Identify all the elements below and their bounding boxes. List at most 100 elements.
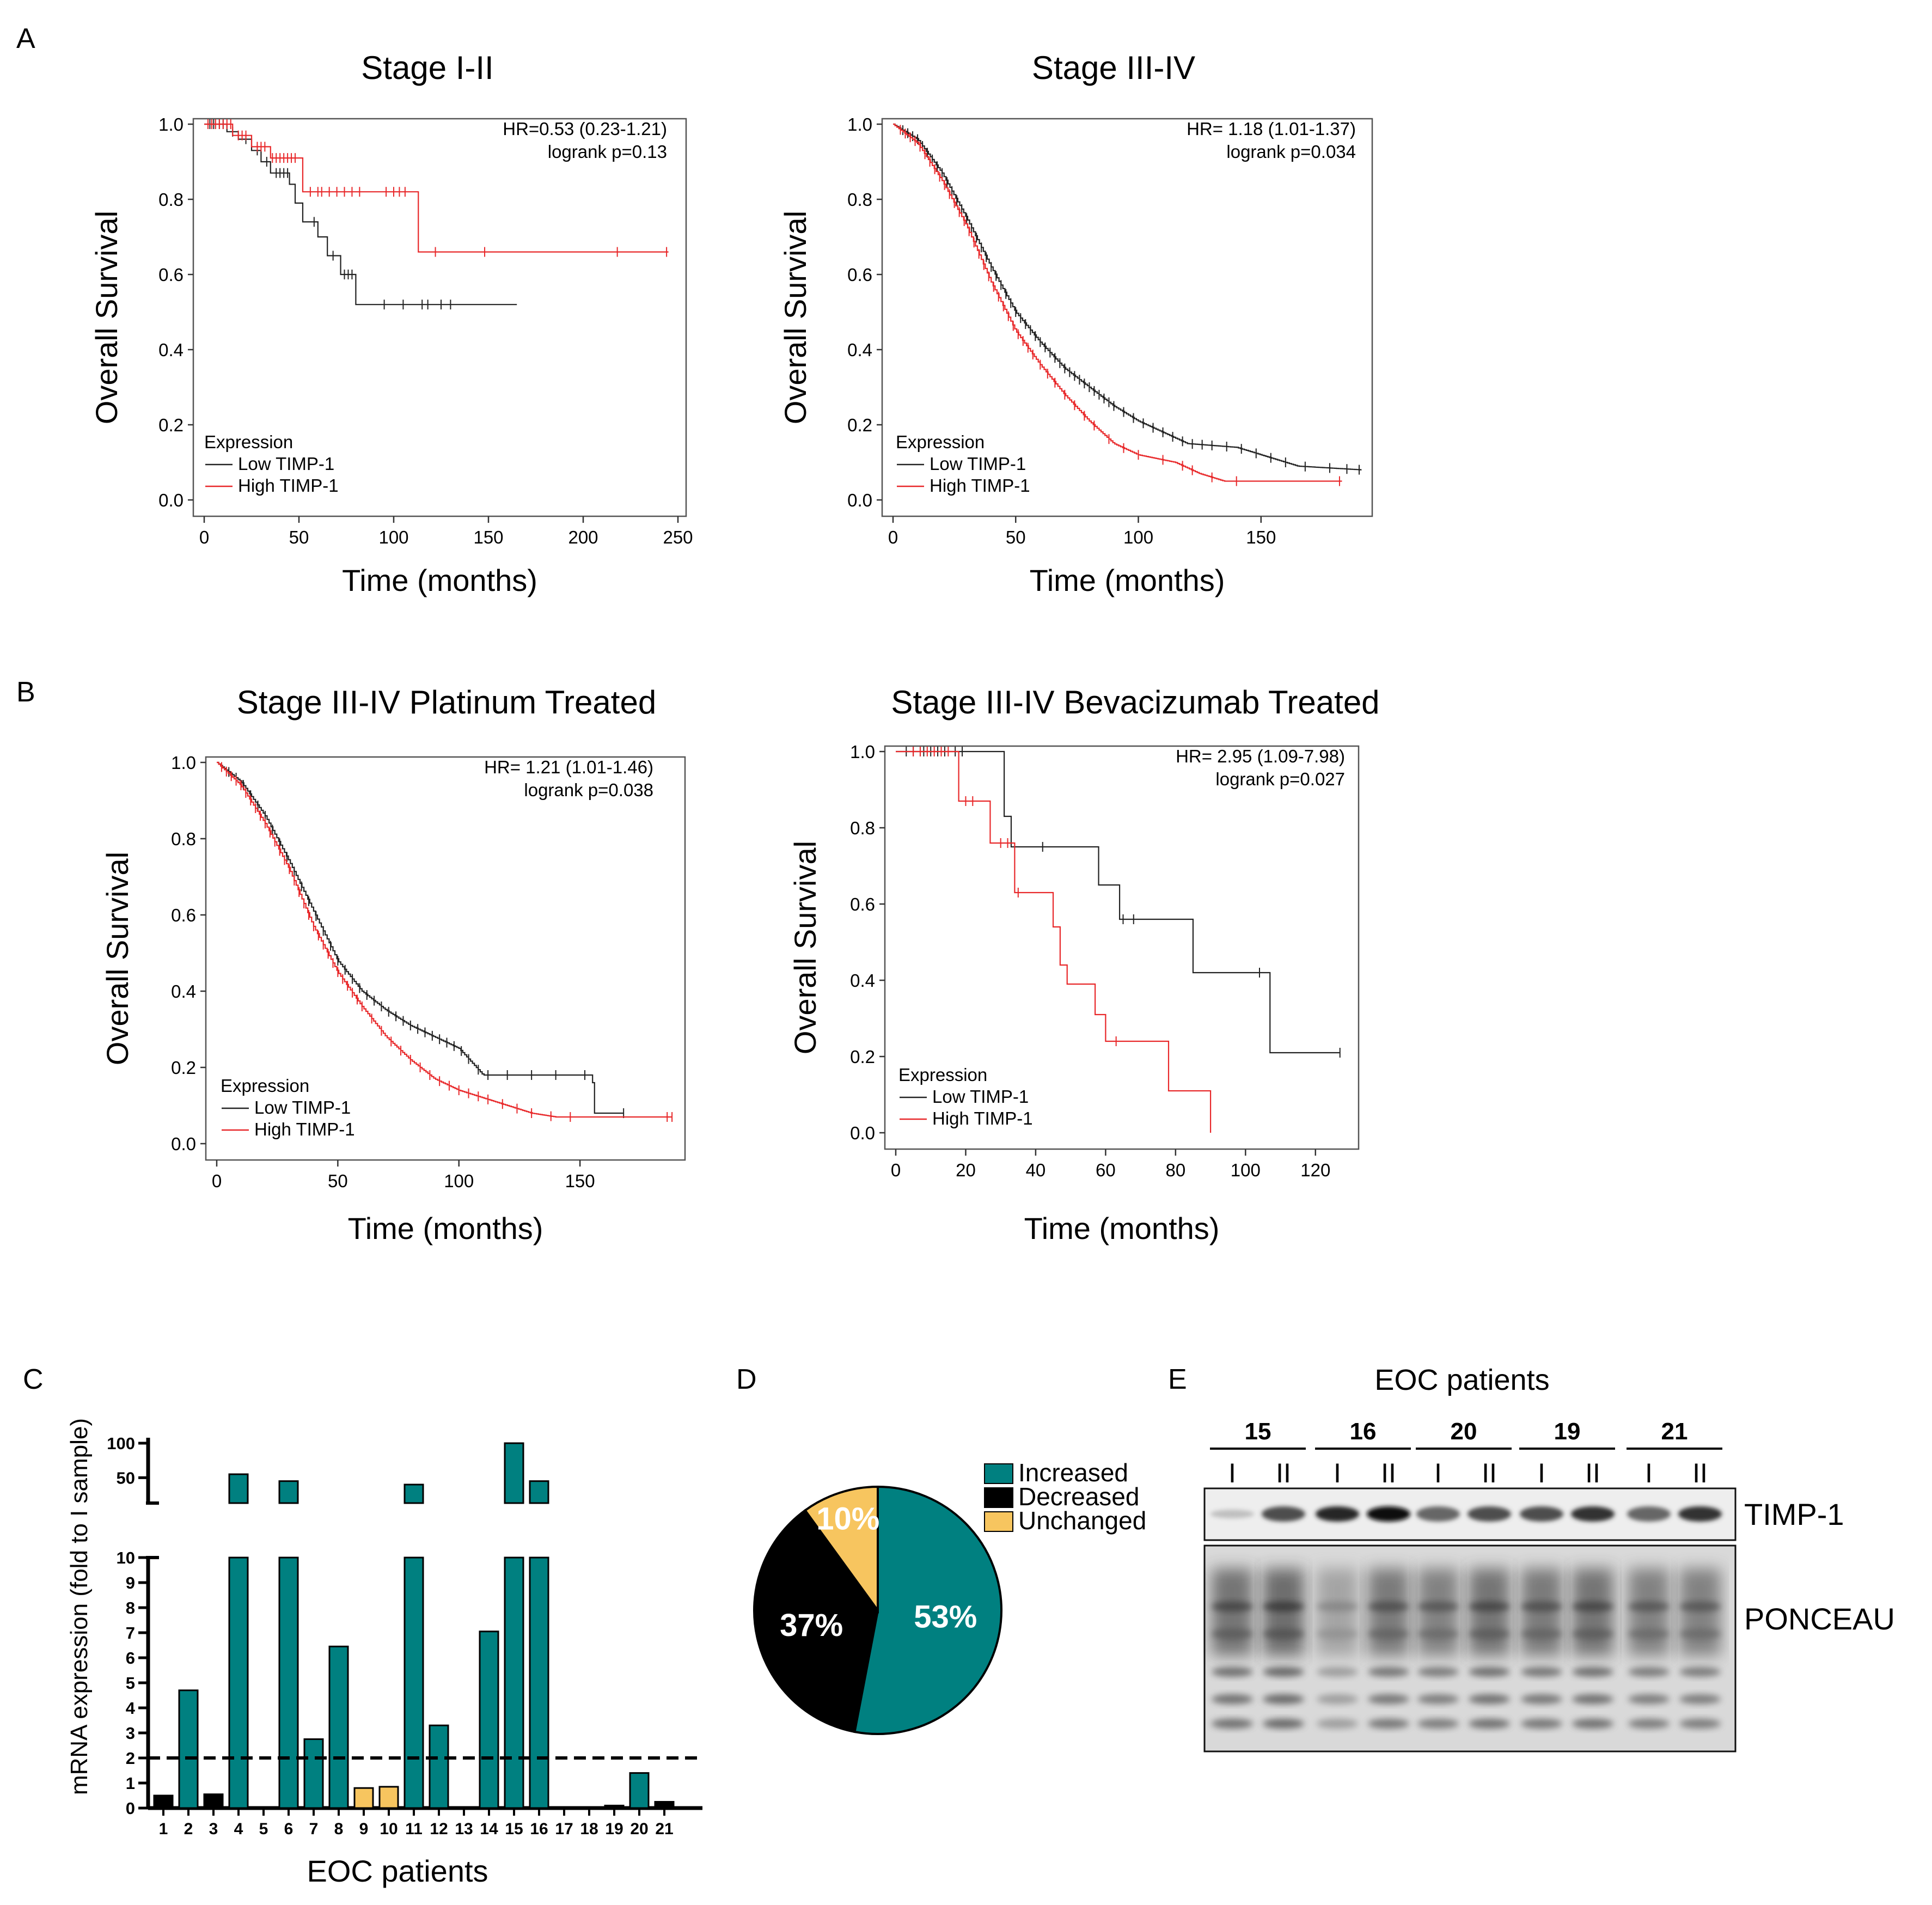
x-tick-label: 100	[1123, 527, 1153, 547]
km-plot-a1: Stage I-II 0.0 0.2 0.4 0.6 0.8 1.0 0 50 100 150 200…	[89, 50, 693, 597]
bar-lower-15	[504, 1556, 524, 1809]
bar-lower-16	[529, 1556, 549, 1809]
patient-label: 19	[1554, 1418, 1581, 1445]
pie-label-increased: 53%	[914, 1599, 977, 1635]
bar-upper-15	[504, 1442, 524, 1504]
ponceau-band	[1628, 1694, 1670, 1704]
km-plot-b2: Stage III-IV Bevacizumab Treated 0.0 0.2 0.…	[788, 684, 1380, 1245]
ponceau-smear	[1212, 1568, 1253, 1656]
chart-title: Stage III-IV	[1032, 50, 1195, 86]
x-axis-label: EOC patients	[307, 1854, 488, 1888]
timp1-band	[1316, 1506, 1359, 1522]
x-tick-label: 60	[1096, 1160, 1116, 1180]
ponceau-band	[1679, 1719, 1721, 1729]
y-tick-label: 3	[126, 1724, 135, 1743]
x-tick-label: 120	[1300, 1160, 1330, 1180]
ponceau-band	[1212, 1629, 1253, 1639]
ponceau-band	[1628, 1602, 1670, 1611]
chart-title: Stage III-IV Bevacizumab Treated	[891, 684, 1379, 721]
y-tick-label: 1	[126, 1774, 135, 1793]
bar-19	[604, 1804, 625, 1809]
timp1-band	[1210, 1510, 1254, 1518]
x-tick-label: 200	[568, 527, 598, 547]
legend-label-decreased: Decreased	[1018, 1482, 1139, 1511]
y-tick-label: 0	[126, 1799, 135, 1818]
plot-frame	[205, 756, 686, 1161]
x-axis-label: Time (months)	[1024, 1211, 1220, 1245]
chart-title: Stage I-II	[361, 50, 493, 86]
x-tick-label: 150	[565, 1171, 595, 1191]
logrank-p: logrank p=0.13	[548, 142, 667, 162]
bar-lower-11	[403, 1556, 424, 1809]
legend-label-low: Low TIMP-1	[932, 1086, 1029, 1107]
x-tick-label: 10	[380, 1820, 398, 1838]
panel-label-b: B	[16, 676, 35, 708]
ponceau-smear	[1628, 1568, 1670, 1656]
bar-upper-11	[403, 1483, 424, 1504]
plot-frame	[884, 745, 1360, 1150]
ponceau-band	[1469, 1694, 1510, 1704]
timp1-band	[1678, 1506, 1722, 1522]
ponceau-band	[1417, 1667, 1459, 1677]
bar-lower-4	[228, 1556, 249, 1809]
ponceau-band	[1628, 1667, 1670, 1677]
bar-1	[153, 1794, 174, 1809]
y-tick-label: 100	[107, 1434, 135, 1453]
lane-label: I	[1334, 1458, 1341, 1488]
ponceau-band	[1628, 1629, 1670, 1639]
survival-curve-low	[217, 761, 624, 1114]
y-axis-label: mRNA expression (fold to I sample)	[66, 1418, 93, 1795]
ponceau-band	[1212, 1694, 1253, 1704]
ponceau-smear	[1263, 1568, 1304, 1656]
ponceau-band	[1317, 1602, 1358, 1611]
x-tick-label: 7	[309, 1820, 319, 1838]
ponceau-band	[1212, 1719, 1253, 1729]
x-tick-label: 0	[199, 527, 209, 547]
legend-swatch-increased	[984, 1463, 1013, 1484]
timp1-band	[1571, 1506, 1615, 1522]
ponceau-band	[1572, 1694, 1613, 1704]
x-tick-label: 40	[1026, 1160, 1046, 1180]
km-plot-a2: Stage III-IV 0.0 0.2 0.4 0.6 0.8 1.0 0 50 100 150 T…	[778, 50, 1373, 597]
y-tick-label: 0.2	[158, 415, 184, 435]
panel-label-c: C	[23, 1364, 44, 1395]
ponceau-smear	[1417, 1568, 1459, 1656]
legend-title: Expression	[221, 1076, 309, 1096]
y-tick-label: 0.6	[171, 905, 196, 925]
bar-10	[378, 1786, 399, 1809]
bar-9	[353, 1787, 374, 1809]
ponceau-band	[1317, 1629, 1358, 1639]
panel-label-a: A	[16, 23, 35, 54]
y-tick-label: 6	[126, 1648, 135, 1668]
ponceau-band	[1317, 1667, 1358, 1677]
y-tick-label: 0.0	[158, 490, 184, 510]
x-tick-label: 16	[530, 1820, 548, 1838]
bar-12	[429, 1724, 449, 1809]
y-tick-label: 0.8	[847, 190, 872, 210]
logrank-p: logrank p=0.034	[1226, 142, 1356, 162]
x-tick-label: 8	[334, 1820, 344, 1838]
survival-curve-low	[893, 123, 1362, 471]
x-tick-label: 6	[284, 1820, 294, 1838]
ponceau-band	[1417, 1719, 1459, 1729]
ponceau-band	[1521, 1629, 1562, 1639]
ponceau-band	[1263, 1629, 1304, 1639]
legend-title: Expression	[898, 1065, 987, 1085]
ponceau-band	[1368, 1719, 1409, 1729]
ponceau-smear	[1521, 1568, 1562, 1656]
x-tick-label: 14	[480, 1820, 498, 1838]
lane-label: II	[1692, 1458, 1708, 1488]
hazard-ratio: HR= 2.95 (1.09-7.98)	[1176, 746, 1345, 766]
ponceau-smear	[1679, 1568, 1721, 1656]
ponceau-band	[1368, 1667, 1409, 1677]
legend-label-low: Low TIMP-1	[930, 454, 1026, 474]
y-tick-label: 0.4	[171, 981, 196, 1002]
timp1-band	[1520, 1506, 1563, 1522]
x-tick-label: 1	[159, 1820, 168, 1838]
survival-curve-high	[893, 123, 1342, 482]
ponceau-band	[1521, 1602, 1562, 1611]
y-tick-label: 0.0	[847, 490, 872, 510]
chart-title: Stage III-IV Platinum Treated	[237, 684, 656, 721]
lane-label: II	[1381, 1458, 1396, 1488]
